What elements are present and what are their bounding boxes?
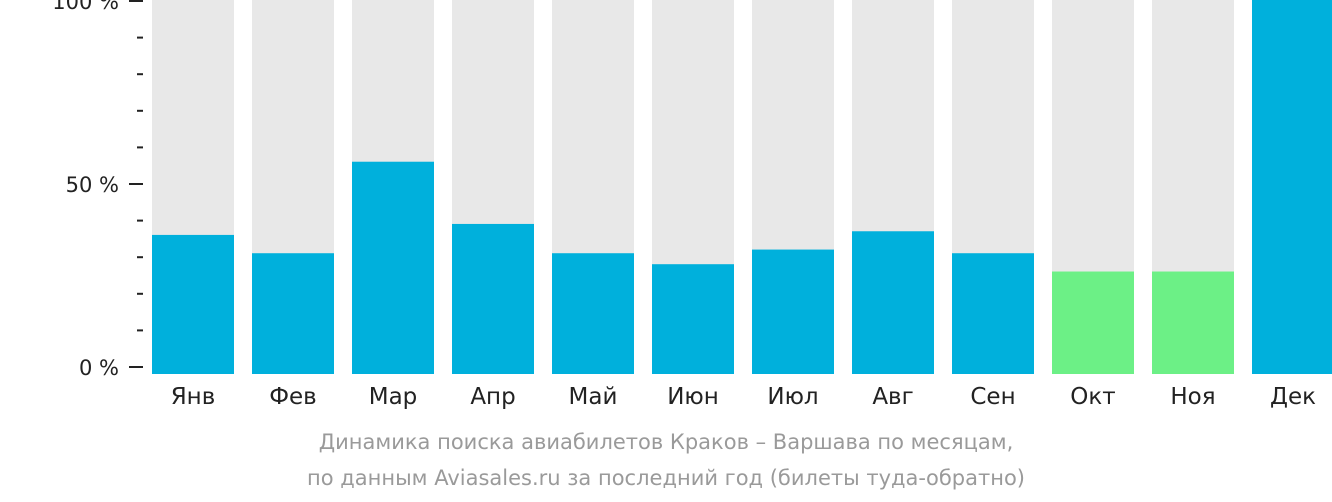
y-tick-label: 50 % [66,173,119,197]
x-tick-label: Дек [1270,384,1316,410]
x-tick-label: Апр [470,384,515,410]
bar-8 [852,231,934,374]
chart-caption-line2: по данным Aviasales.ru за последний год … [307,466,1025,490]
bar-10 [1052,271,1134,374]
chart-caption-line1: Динамика поиска авиабилетов Краков – Вар… [318,430,1014,454]
x-tick-label: Июн [667,384,719,410]
x-tick-label: Май [569,384,618,410]
bar-11 [1152,271,1234,374]
x-tick-label: Янв [171,384,216,410]
bar-6 [652,264,734,374]
y-tick-label: 100 % [52,0,119,14]
bar-5 [552,253,634,374]
bar-7 [752,249,834,374]
x-tick-label: Мар [369,384,418,410]
x-tick-label: Авг [872,384,913,410]
bar-9 [952,253,1034,374]
bar-1 [152,234,234,374]
bar-12 [1252,0,1332,374]
y-tick-label: 0 % [79,356,119,380]
x-tick-label: Окт [1070,384,1115,410]
x-tick-label: Сен [970,384,1015,410]
x-tick-label: Фев [269,384,317,410]
bar-4 [452,223,534,374]
x-tick-label: Ноя [1170,384,1215,410]
bar-2 [252,253,334,374]
x-tick-label: Июл [767,384,818,410]
bar-3 [352,161,434,374]
